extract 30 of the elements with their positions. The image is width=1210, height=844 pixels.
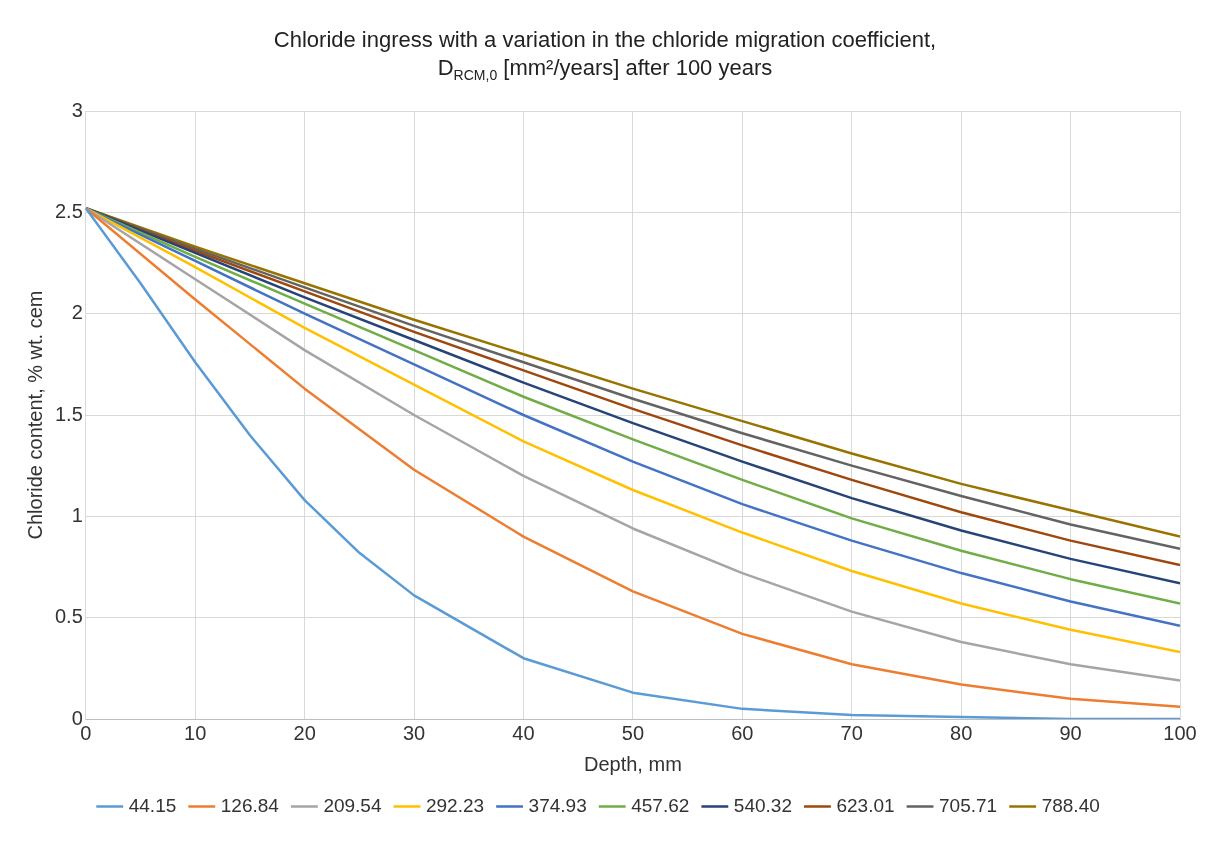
legend-label: 705.71 <box>939 794 998 816</box>
x-tick-label: 90 <box>1059 721 1082 744</box>
legend-label: 540.32 <box>733 794 792 816</box>
x-tick-label: 70 <box>840 721 863 744</box>
legend-label: 126.84 <box>220 794 280 816</box>
chart-title: Chloride ingress with a variation in the chloride migration coefficient, D$_{RCM,0}$ [mm²/years] after 100 years <box>272 26 938 86</box>
y-axis-title: Chloride content, % wt. cem <box>23 290 46 540</box>
y-tick-label: 1.5 <box>54 402 83 425</box>
x-tick-label: 40 <box>512 721 535 744</box>
legend-label: 374.93 <box>528 794 587 816</box>
y-tick-label: 2 <box>71 301 83 324</box>
legend-label: 209.54 <box>323 794 382 816</box>
legend-label: 292.23 <box>425 794 485 816</box>
y-tick-label: 0 <box>71 706 83 729</box>
legend-label: 623.01 <box>836 794 895 816</box>
x-tick-label: 30 <box>402 721 426 744</box>
x-tick-label: 60 <box>731 721 754 744</box>
x-tick-label: 10 <box>184 721 207 744</box>
legend-label: 44.15 <box>128 794 177 816</box>
y-tick-label: 0.5 <box>54 605 83 628</box>
legend-label: 788.40 <box>1041 794 1100 816</box>
legend-label: 457.62 <box>631 794 690 816</box>
y-tick-label: 3 <box>71 98 83 121</box>
x-tick-label: 20 <box>293 721 316 744</box>
x-tick-label: 50 <box>621 721 645 744</box>
x-axis-title: Depth, mm <box>584 752 682 775</box>
y-tick-label: 2.5 <box>54 199 83 222</box>
y-tick-label: 1 <box>71 503 83 526</box>
x-tick-label: 100 <box>1163 721 1197 744</box>
x-tick-label: 80 <box>950 721 973 744</box>
